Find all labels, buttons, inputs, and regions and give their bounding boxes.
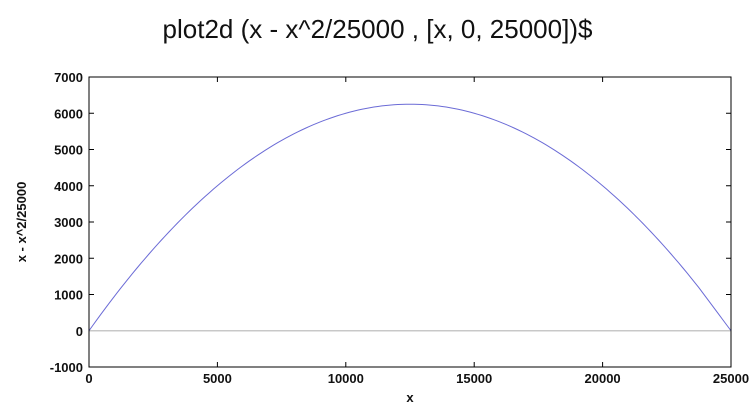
y-tick-label: 5000 xyxy=(54,143,83,158)
x-axis-label: x xyxy=(406,390,414,405)
series-line xyxy=(88,103,732,332)
x-tick-label: 20000 xyxy=(585,371,621,386)
y-tick-label: 3000 xyxy=(54,215,83,230)
plot-frame xyxy=(88,76,732,368)
x-tick-label: 10000 xyxy=(328,371,364,386)
x-ticks: 0 5000 10000 15000 20000 25000 xyxy=(85,77,749,386)
y-tick-label: 7000 xyxy=(54,70,83,85)
y-tick-label: 2000 xyxy=(54,251,83,266)
x-tick-label: 5000 xyxy=(203,371,232,386)
x-tick-label: 0 xyxy=(85,371,92,386)
y-tick-label: 6000 xyxy=(54,106,83,121)
y-tick-label: 1000 xyxy=(54,288,83,303)
x-tick-label: 25000 xyxy=(713,371,749,386)
y-tick-label: 4000 xyxy=(54,179,83,194)
x-tick-label: 15000 xyxy=(456,371,492,386)
chart-title: plot2d (x - x^2/25000 , [x, 0, 25000])$ xyxy=(162,14,593,44)
y-tick-label: 0 xyxy=(76,324,83,339)
y-axis-label: x - x^2/25000 xyxy=(14,182,29,263)
y-tick-label: -1000 xyxy=(50,360,83,375)
y-ticks: -1000 0 1000 2000 3000 4000 5000 6000 7000 xyxy=(50,70,731,375)
